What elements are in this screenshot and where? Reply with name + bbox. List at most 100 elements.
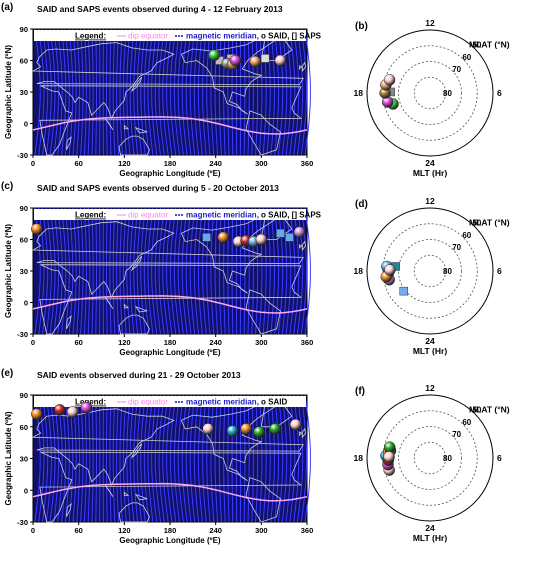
y-axis-label: Geographic Latitude (ºN): [4, 45, 13, 139]
mlat-ring-label: 70: [452, 65, 461, 74]
legend-background: [34, 396, 306, 407]
y-tick-label: 30: [20, 455, 28, 464]
magnetic-meridian: [243, 28, 246, 156]
map-panel-1: (c) SAID and SAPS events observed during …: [1, 181, 322, 357]
continent-outline: [123, 303, 130, 309]
said-marker: [31, 408, 43, 420]
magnetic-meridian: [133, 207, 139, 335]
mlat-ring: [413, 441, 447, 475]
magnetic-meridian: [185, 28, 192, 156]
magnetic-meridian: [166, 28, 173, 156]
magnetic-meridian: [119, 28, 123, 156]
magnetic-meridian: [76, 394, 81, 523]
saps-marker: [276, 228, 285, 238]
y-tick-label: -30: [17, 330, 28, 339]
continent-outline: [299, 431, 303, 437]
mlat-ring: [413, 254, 447, 288]
magnetic-meridian: [109, 28, 112, 156]
mlat-ring: [398, 61, 462, 125]
mlat-ring-label: 80: [443, 454, 452, 463]
magnetic-meridian: [129, 28, 135, 156]
legend-magnetic-meridian: magnetic meridian,: [186, 211, 259, 220]
legend-dip-equator: dip equator: [128, 32, 168, 41]
continent-outline: [245, 110, 281, 156]
mlat-ring: [382, 223, 478, 319]
magnetic-meridian: [251, 28, 254, 156]
x-tick-label: 360: [301, 338, 314, 347]
legend: Legend: dip equator magnetic meridian, o SA…: [34, 209, 322, 220]
map-panel-0: (a) SAID and SAPS events observed during …: [1, 2, 322, 178]
x-tick-label: 0: [31, 526, 35, 535]
panel-label: (b): [355, 21, 368, 32]
magnetic-meridian: [243, 207, 246, 335]
continent-outline: [123, 491, 130, 496]
said-marker: [240, 423, 252, 435]
legend-dip-equator: dip equator: [128, 211, 168, 220]
magnetic-meridian: [166, 394, 173, 523]
panel-label: (e): [1, 368, 13, 379]
continent-outline: [118, 502, 150, 523]
panel-label: (d): [355, 199, 368, 210]
continent-outline: [118, 314, 150, 335]
magnetic-meridian: [285, 28, 292, 156]
continent-outline: [260, 215, 293, 240]
magnetic-meridian: [173, 394, 180, 523]
magnetic-meridian: [91, 207, 94, 335]
x-tick-label: 240: [209, 159, 222, 168]
mlat-axis-label: MLAT (°N): [469, 40, 510, 50]
magnetic-meridian: [193, 394, 199, 523]
panel-label: (c): [1, 181, 13, 192]
mlt-label-18: 18: [354, 266, 364, 276]
legend: Legend: dip equator magnetic meridian, o SA…: [34, 396, 306, 407]
magnetic-meridian: [72, 207, 77, 335]
magnetic-meridian: [91, 394, 94, 523]
magnetic-meridian: [304, 28, 311, 156]
magnetic-meridian: [227, 394, 230, 523]
x-tick-label: 60: [74, 526, 82, 535]
continent-outline: [66, 136, 72, 150]
said-marker: [66, 406, 79, 418]
legend-title: Legend:: [75, 398, 106, 407]
mlat-ring: [398, 426, 462, 490]
map-panel-2: (e) SAID events observed during 21 - 29 O…: [1, 368, 313, 545]
mlat-ring-label: 80: [443, 89, 452, 98]
polar-outer-ring: [366, 394, 494, 522]
mlat-ring-label: 60: [462, 231, 471, 240]
magnetic-meridian: [87, 207, 91, 335]
said-marker: [383, 451, 395, 463]
legend-markers: o SAID, [] SAPS: [261, 211, 322, 220]
magnetic-meridian: [189, 28, 196, 156]
mlt-label-24: 24: [425, 158, 435, 168]
x-tick-label: 60: [74, 159, 82, 168]
y-tick-label: 30: [20, 88, 28, 97]
mlat-ring-label: 80: [443, 267, 452, 276]
mlt-label-24: 24: [425, 336, 435, 346]
said-marker: [255, 233, 268, 246]
mlt-axis-label: MLT (Hr): [413, 533, 447, 543]
dip-equator-line: [32, 116, 308, 135]
mlt-label-6: 6: [497, 453, 502, 463]
magnetic-meridian: [76, 207, 81, 335]
magnetic-meridian: [83, 207, 87, 335]
x-tick-label: 60: [74, 338, 82, 347]
continent-outline: [134, 493, 148, 501]
mlat-ring-label: 50: [472, 219, 481, 228]
mlat-ring-label: 70: [452, 243, 461, 252]
x-tick-label: 240: [209, 338, 222, 347]
magnetic-meridian: [177, 207, 184, 335]
magnetic-meridian: [42, 207, 49, 335]
magnetic-meridian: [243, 394, 246, 523]
magnetic-meridian: [57, 28, 63, 156]
magnetic-meridian: [76, 28, 81, 156]
mlat-ring-label: 60: [462, 53, 471, 62]
magnetic-meridian: [300, 28, 308, 156]
legend-magnetic-meridian: magnetic meridian,: [186, 398, 259, 407]
magnetic-meridian: [83, 28, 87, 156]
continent-outline: [39, 264, 303, 335]
dip-equator-line: [32, 482, 308, 502]
magnetic-meridian: [285, 207, 292, 335]
chart-title: SAID and SAPS events observed during 5 -…: [37, 183, 279, 193]
x-tick-label: 300: [255, 338, 268, 347]
magnetic-meridian: [116, 28, 120, 156]
y-tick-label: 60: [20, 57, 28, 66]
